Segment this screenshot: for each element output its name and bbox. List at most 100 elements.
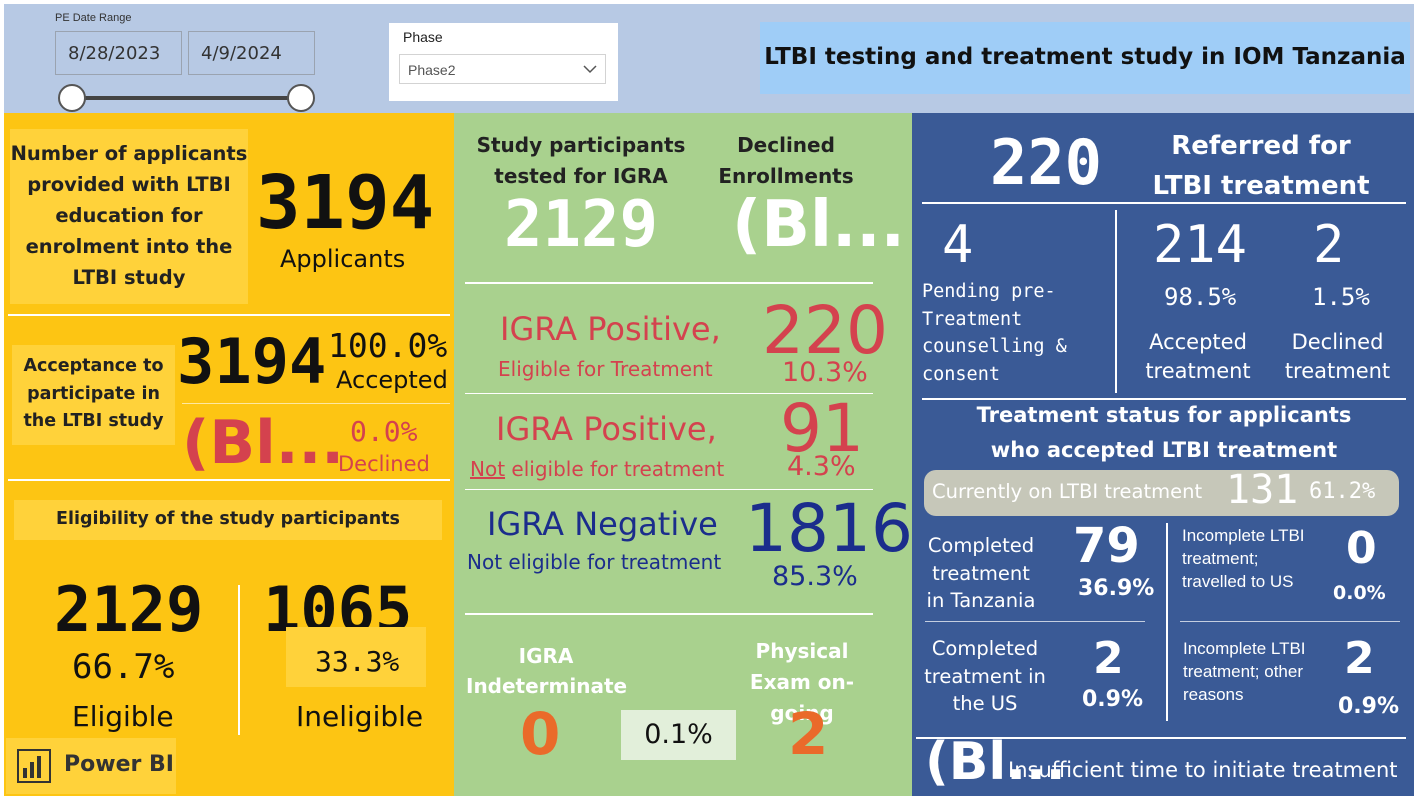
education-value: 3194 (256, 160, 435, 246)
current-treatment-row: Currently on LTBI treatment 131 61.2% (924, 467, 1399, 516)
divider (182, 403, 450, 404)
declined-treatment-value: 2 (1313, 215, 1345, 275)
igra-negative-subtitle: Not eligible for treatment (467, 550, 722, 574)
insufficient-value: (Bl... (925, 732, 1066, 792)
accepted-pct: 100.0% (328, 326, 448, 365)
divider (1166, 523, 1168, 721)
education-unit: Applicants (280, 245, 406, 273)
indeterminate-pct: 0.1% (621, 710, 736, 760)
acceptance-caption: Acceptance to participate in the LTBI st… (12, 345, 175, 445)
divider (922, 202, 1406, 204)
completed-us-pct: 0.9% (1082, 687, 1144, 712)
not-emphasis: Not (470, 457, 506, 481)
divider (465, 613, 873, 615)
igra-positive-not-eligible-pct: 4.3% (787, 451, 856, 482)
divider (1180, 621, 1400, 622)
completed-tz-value: 79 (1073, 518, 1140, 574)
declined-value: (Bl... (182, 408, 345, 478)
declined-pct: 0.0% (350, 415, 418, 448)
divider (8, 314, 450, 316)
incomplete-us-label: Incomplete LTBI treatment; travelled to … (1182, 526, 1305, 591)
not-eligible-rest: eligible for treatment (505, 457, 725, 481)
tested-caption: Study participants tested for IGRA (476, 133, 686, 188)
incomplete-other-value: 2 (1344, 633, 1375, 684)
igra-negative-pct: 85.3% (772, 561, 858, 592)
phase-label: Phase (403, 29, 443, 45)
date-range-slider-track[interactable] (70, 96, 302, 100)
completed-us-label: Completed treatment in the US (924, 637, 1046, 715)
power-bi-badge[interactable]: Power BI (6, 738, 176, 794)
igra-negative-value: 1816 (745, 490, 913, 567)
pending-label: Pending pre-Treatment counselling & cons… (922, 281, 1067, 385)
igra-negative-title: IGRA Negative (487, 505, 718, 543)
eligible-label: Eligible (72, 700, 174, 733)
treatment-panel (912, 113, 1414, 796)
report-title: LTBI testing and treatment study in IOM … (760, 22, 1410, 94)
incomplete-us-value: 0 (1346, 523, 1377, 574)
referred-caption: Referred for LTBI treatment (1152, 131, 1370, 201)
education-caption: Number of applicants provided with LTBI … (10, 129, 248, 304)
incomplete-other-label: Incomplete LTBI treatment; other reasons (1183, 639, 1306, 704)
igra-positive-eligible-subtitle: Eligible for Treatment (498, 357, 713, 381)
indeterminate-value: 0 (520, 700, 561, 768)
igra-positive-eligible-title: IGRA Positive, (500, 310, 721, 348)
accepted-value: 3194 (177, 325, 327, 398)
eligible-pct: 66.7% (72, 647, 175, 687)
igra-positive-eligible-value: 220 (762, 292, 888, 369)
igra-positive-not-eligible-subtitle: Not eligible for treatment (470, 457, 724, 481)
ineligible-pct: 33.3% (315, 645, 400, 678)
declined-treatment-pct: 1.5% (1312, 283, 1370, 311)
completed-tz-pct: 36.9% (1078, 576, 1155, 601)
incomplete-us-pct: 0.0% (1333, 582, 1386, 604)
igra-panel (454, 113, 912, 796)
igra-positive-not-eligible-value: 91 (780, 390, 864, 467)
phase-selected-value: Phase2 (408, 62, 456, 78)
eligibility-caption: Eligibility of the study participants (14, 500, 442, 540)
insufficient-label: Insufficient time to initiate treatment (1008, 758, 1398, 782)
date-slider-end-handle[interactable] (287, 84, 315, 112)
declined-treatment-label: Declined treatment (1284, 330, 1391, 383)
accepted-treatment-value: 214 (1153, 215, 1247, 275)
divider (465, 393, 873, 394)
ineligible-pct-box (286, 627, 426, 687)
divider (8, 479, 450, 481)
date-range-label: PE Date Range (55, 12, 132, 24)
end-date-input[interactable]: 4/9/2024 (188, 31, 315, 75)
referred-value: 220 (990, 126, 1102, 199)
ineligible-label: Ineligible (296, 700, 424, 733)
accepted-treatment-label: Accepted treatment (1145, 330, 1251, 383)
treatment-status-caption: Treatment status for applicants who acce… (976, 403, 1352, 462)
divider (465, 489, 873, 490)
indeterminate-caption: IGRA Indeterminate (466, 644, 628, 698)
completed-us-value: 2 (1093, 633, 1124, 684)
declined-enrollments-value: (Bl... (732, 188, 905, 262)
chevron-down-icon (583, 65, 597, 74)
accepted-label: Accepted (336, 366, 448, 394)
igra-positive-eligible-pct: 10.3% (782, 357, 868, 388)
phase-slicer: Phase Phase2 (389, 23, 618, 101)
date-slider-start-handle[interactable] (58, 84, 86, 112)
completed-tz-label: Completed treatment in Tanzania (926, 534, 1036, 612)
pending-value: 4 (942, 215, 974, 275)
divider (1115, 210, 1117, 393)
divider (922, 398, 1406, 400)
igra-positive-not-eligible-title: IGRA Positive, (496, 410, 717, 448)
divider (238, 585, 240, 735)
incomplete-other-pct: 0.9% (1338, 694, 1400, 719)
divider (465, 282, 873, 284)
power-bi-logo-icon (17, 749, 51, 783)
physical-exam-caption: Physical Exam on-going (749, 639, 855, 725)
power-bi-label: Power BI (64, 752, 174, 777)
current-treatment-pct: 61.2% (1309, 479, 1376, 504)
eligible-value: 2129 (54, 573, 204, 646)
declined-label: Declined (338, 452, 430, 476)
physical-exam-value: 2 (788, 700, 829, 768)
phase-dropdown[interactable]: Phase2 (399, 54, 606, 84)
tested-value: 2129 (503, 188, 659, 262)
start-date-input[interactable]: 8/28/2023 (55, 31, 182, 75)
current-treatment-value: 131 (1226, 467, 1299, 513)
divider (925, 621, 1145, 622)
divider (916, 737, 1406, 739)
declined-enrollments-caption: Declined Enrollments (718, 133, 854, 188)
current-treatment-label: Currently on LTBI treatment (932, 480, 1203, 503)
